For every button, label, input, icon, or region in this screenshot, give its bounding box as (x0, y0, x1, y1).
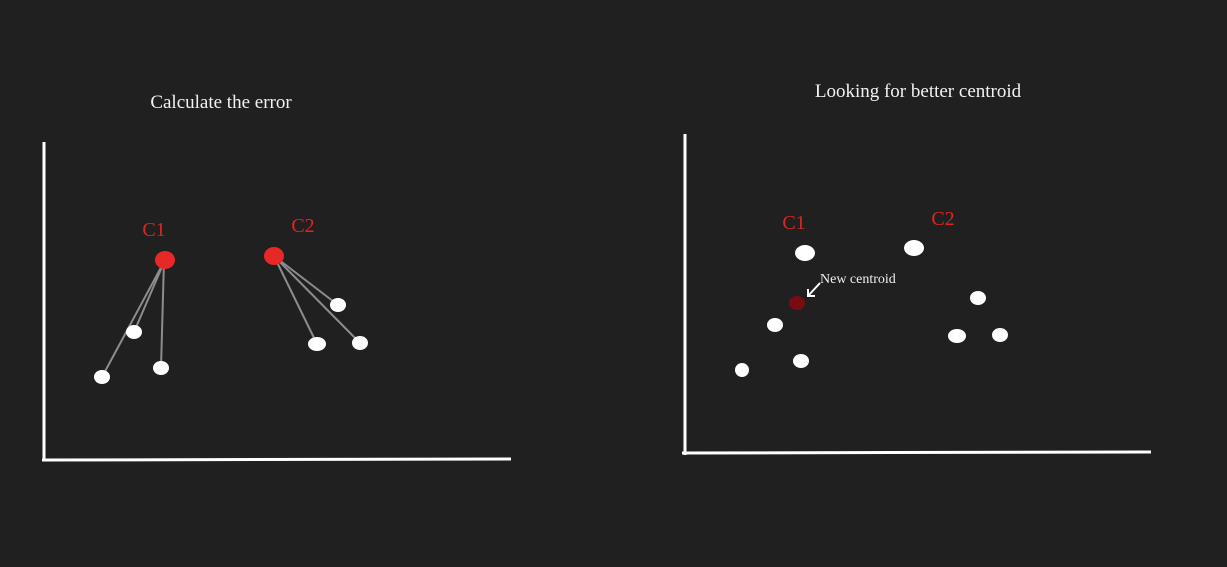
right-x-axis (681, 450, 1152, 455)
new-centroid-annotation: New centroid (820, 272, 896, 287)
centroid-c1 (155, 251, 175, 269)
data-point (767, 318, 783, 332)
left-panel-title: Calculate the error (150, 92, 292, 113)
distance-line (160, 259, 165, 369)
data-point (793, 354, 809, 368)
data-point (352, 336, 368, 350)
centroid-label-c1: C1 (142, 219, 165, 241)
data-point (904, 240, 924, 256)
distance-line (273, 255, 339, 306)
data-point (94, 370, 110, 384)
distance-line (273, 255, 361, 344)
right-panel-title: Looking for better centroid (815, 81, 1022, 102)
left-panel: Calculate the error C1 C2 (41, 92, 512, 462)
data-point (970, 291, 986, 305)
data-point (735, 363, 749, 377)
centroid-label-c2: C2 (291, 215, 314, 237)
distance-line (101, 259, 166, 378)
data-point (308, 337, 326, 351)
data-point (126, 325, 142, 339)
data-point (992, 328, 1008, 342)
distance-line (133, 259, 166, 333)
centroid-c2 (264, 247, 284, 265)
left-x-axis (41, 457, 512, 462)
centroid-label-c1: C1 (782, 212, 805, 234)
data-point (795, 245, 815, 261)
new-centroid-marker (789, 296, 805, 310)
data-point (948, 329, 966, 343)
right-panel: Looking for better centroid New centroid… (681, 81, 1152, 455)
data-point (330, 298, 346, 312)
distance-line (273, 255, 318, 345)
arrow-icon (807, 282, 821, 297)
data-point (153, 361, 169, 375)
centroid-label-c2: C2 (931, 208, 954, 230)
